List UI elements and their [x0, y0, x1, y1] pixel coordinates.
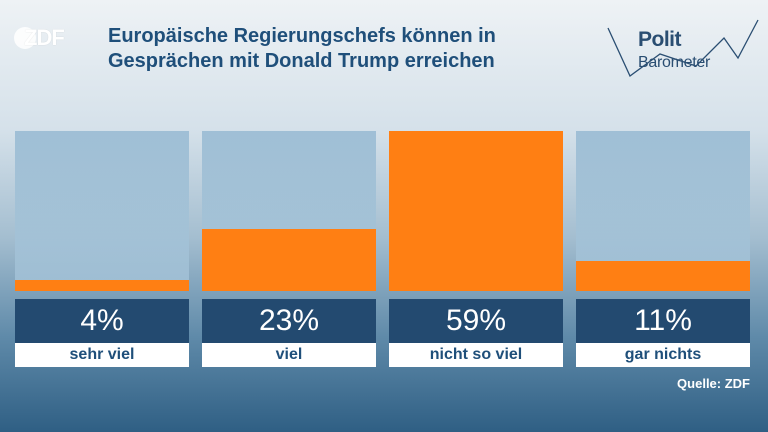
bar: [389, 131, 563, 291]
bar-group-sehr-viel: 4% sehr viel: [15, 131, 189, 367]
bar-background: [202, 131, 376, 291]
source-note: Quelle: ZDF: [677, 376, 750, 391]
category-label: sehr viel: [15, 343, 189, 367]
politbarometer-logo: Polit Barometer: [600, 14, 760, 84]
bar: [576, 261, 750, 291]
bar: [15, 280, 189, 291]
bar-background: [576, 131, 750, 291]
bar-group-viel: 23% viel: [202, 131, 376, 367]
bar-group-gar-nichts: 11% gar nichts: [576, 131, 750, 367]
brand-word-polit: Polit: [638, 28, 682, 51]
bar-group-nicht-so-viel: 59% nicht so viel: [389, 131, 563, 367]
logo-circle: [14, 27, 36, 49]
value-label: 11%: [576, 299, 750, 343]
politbarometer-zigzag-icon: [607, 19, 759, 77]
bar-background: [389, 131, 563, 291]
value-label: 59%: [389, 299, 563, 343]
bar: [202, 229, 376, 291]
category-label: viel: [202, 343, 376, 367]
zdf-logo: ZDF: [14, 26, 78, 50]
category-label: nicht so viel: [389, 343, 563, 367]
title-line-1: Europäische Regierungschefs können in: [108, 25, 496, 47]
bar-background: [15, 131, 189, 291]
title-line-2: Gesprächen mit Donald Trump erreichen: [108, 50, 495, 72]
chart-title: Europäische Regierungschefs können in Ge…: [108, 24, 578, 74]
logo-text: ZDF: [24, 25, 65, 50]
category-label: gar nichts: [576, 343, 750, 367]
value-label: 23%: [202, 299, 376, 343]
brand-word-barometer: Barometer: [638, 54, 710, 71]
value-label: 4%: [15, 299, 189, 343]
